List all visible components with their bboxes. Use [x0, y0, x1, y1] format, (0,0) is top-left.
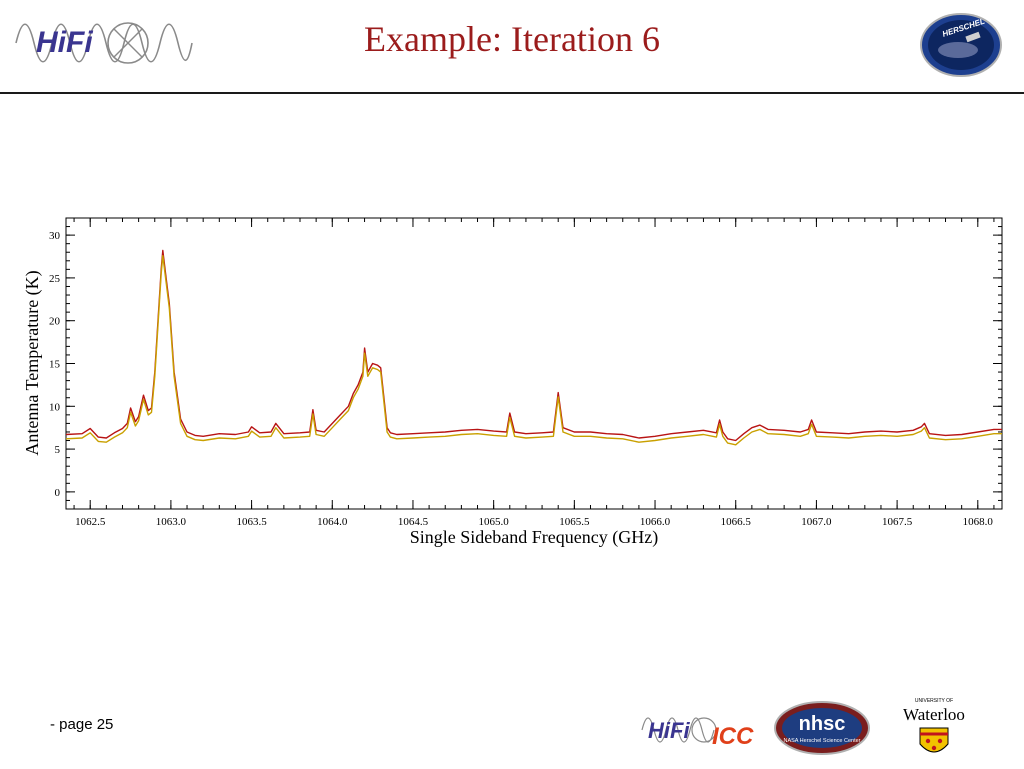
x-tick-label: 1066.0 — [640, 516, 671, 528]
series-group — [65, 249, 1002, 446]
header-divider — [0, 92, 1024, 94]
x-tick-label: 1068.0 — [963, 516, 994, 528]
x-tick-label: 1067.5 — [882, 516, 913, 528]
y-tick-label: 30 — [49, 230, 61, 242]
y-tick-label: 0 — [55, 487, 61, 499]
hifi-logo-circle — [107, 22, 149, 64]
x-tick-label: 1065.0 — [479, 516, 510, 528]
y-tick-label: 5 — [55, 444, 61, 456]
x-tick-label: 1063.0 — [156, 516, 187, 528]
y-tick-label: 25 — [49, 273, 61, 285]
spectrum-chart: 1062.5 1063.0 1063.5 1064.0 1064.5 1065.0 1065… — [0, 205, 1024, 555]
hifi-logo-text: HiFi — [36, 26, 93, 59]
y-axis-label: Antenna Temperature (K) — [22, 270, 43, 455]
waterloo-small-text: UNIVERSITY OF — [915, 698, 953, 704]
x-tick-label: 1064.5 — [398, 516, 429, 528]
series-line-2 — [65, 255, 1002, 446]
x-axis-label: Single Sideband Frequency (GHz) — [410, 527, 658, 548]
waterloo-logo: UNIVERSITY OF Waterloo — [890, 692, 978, 764]
x-tick-label: 1066.5 — [721, 516, 752, 528]
y-tick-label: 15 — [49, 359, 61, 371]
nhsc-subtext: NASA Herschel Science Center — [783, 738, 860, 744]
x-tick-label: 1065.5 — [559, 516, 590, 528]
series-line-1 — [65, 249, 1002, 442]
y-tick-label: 20 — [49, 316, 61, 328]
nhsc-text: nhsc — [799, 713, 846, 735]
x-tick-label: 1062.5 — [75, 516, 106, 528]
axis-ticks: 1062.5 1063.0 1063.5 1064.0 1064.5 1065.0 1065… — [49, 217, 1002, 528]
icc-hifi-text: HiFi — [648, 718, 690, 743]
waterloo-text: Waterloo — [903, 705, 965, 724]
plot-frame — [65, 217, 1003, 510]
hifi-icc-logo: HiFi ICC — [640, 708, 760, 752]
page-number: - page 25 — [50, 716, 114, 733]
hifi-logo-wave — [15, 23, 193, 63]
y-tick-label: 10 — [49, 401, 61, 413]
icc-text: ICC — [712, 723, 754, 750]
slide-title: Example: Iteration 6 — [364, 19, 660, 59]
x-tick-label: 1067.0 — [801, 516, 832, 528]
x-tick-label: 1063.5 — [236, 516, 267, 528]
hifi-logo: HiFi — [14, 14, 194, 72]
x-tick-label: 1064.0 — [317, 516, 348, 528]
herschel-logo: HERSCHEL — [918, 12, 1004, 78]
nhsc-logo: nhsc NASA Herschel Science Center — [772, 700, 872, 756]
